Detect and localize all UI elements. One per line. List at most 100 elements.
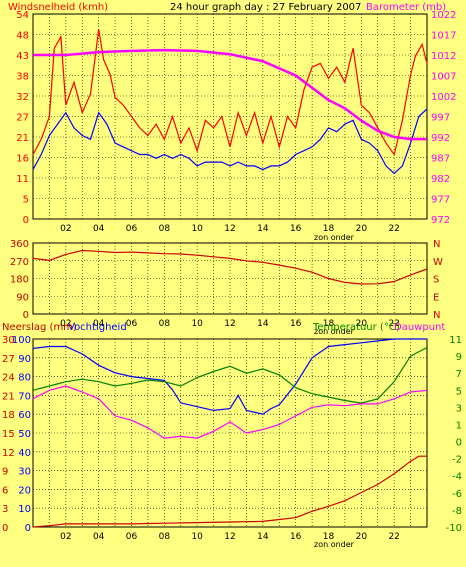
wind-y-tick-label: 32 bbox=[16, 92, 29, 103]
precip-y-tick-label: 18 bbox=[2, 410, 15, 421]
direction-series-group bbox=[32, 249, 428, 285]
humidity-y-tick-label: 20 bbox=[18, 485, 31, 496]
direction-y-tick-label: 0 bbox=[23, 310, 29, 321]
x-tick-label: 10 bbox=[191, 532, 203, 542]
x-tick-label: 08 bbox=[159, 532, 171, 542]
temperature-y-tick-label: -6 bbox=[452, 489, 462, 500]
compass-label: S bbox=[433, 275, 439, 286]
wind-y-tick-label: 11 bbox=[16, 174, 29, 185]
x-tick-label: 04 bbox=[93, 319, 105, 329]
wind-y-tick-label: 54 bbox=[16, 10, 29, 21]
barometer-y-tick-label: 1007 bbox=[431, 72, 456, 83]
wind-direction-line bbox=[32, 249, 428, 285]
humidity-y-tick-label: 90 bbox=[18, 354, 31, 365]
temperature-line bbox=[32, 346, 428, 404]
x-tick-label: 10 bbox=[191, 224, 203, 234]
wind-y-tick-label: 38 bbox=[16, 72, 29, 83]
x-tick-label: 08 bbox=[159, 319, 171, 329]
humidity-y-tick-label: 50 bbox=[18, 429, 31, 440]
x-tick-label: 06 bbox=[126, 532, 138, 542]
humidity-y-tick-label: 30 bbox=[18, 467, 31, 478]
humidity-y-tick-label: 100 bbox=[12, 335, 31, 346]
precip-y-tick-label: 0 bbox=[2, 523, 8, 534]
dewpoint-line bbox=[32, 385, 428, 439]
x-tick-label: 12 bbox=[224, 224, 235, 234]
barometer-y-tick-label: 992 bbox=[431, 133, 450, 144]
precip-y-tick-label: 15 bbox=[2, 429, 15, 440]
direction-y-tick-label: 270 bbox=[10, 257, 29, 268]
wind-gust-line bbox=[32, 29, 428, 156]
x-tick-label: 04 bbox=[93, 532, 105, 542]
precip-y-tick-label: 3 bbox=[2, 504, 8, 515]
temperature-axis-label: Temperatuur (°C) bbox=[312, 322, 400, 333]
temperature-y-tick-label: -2 bbox=[452, 455, 462, 466]
direction-panel-frame bbox=[32, 242, 428, 315]
compass-label: N bbox=[433, 310, 440, 321]
precipitation-line bbox=[32, 455, 427, 528]
temperature-y-tick-label: -8 bbox=[452, 506, 462, 517]
barometer-y-tick-label: 987 bbox=[431, 154, 450, 165]
x-tick-label: 12 bbox=[224, 532, 235, 542]
precip-y-tick-label: 9 bbox=[2, 467, 8, 478]
atmos-x-note: zon onder bbox=[314, 540, 355, 549]
x-tick-label: 04 bbox=[93, 224, 105, 234]
wind-axis-label: Windsnelheid (kmh) bbox=[8, 2, 108, 13]
humidity-y-tick-label: 60 bbox=[18, 410, 31, 421]
atmos-tick-labels: 0369121518212427300102030405060708090100… bbox=[2, 335, 462, 542]
humidity-line bbox=[32, 338, 427, 415]
compass-label: N bbox=[433, 239, 440, 250]
humidity-y-tick-label: 0 bbox=[25, 523, 31, 534]
x-tick-label: 20 bbox=[356, 319, 368, 329]
x-tick-label: 08 bbox=[159, 224, 171, 234]
precip-y-tick-label: 12 bbox=[2, 448, 15, 459]
humidity-axis-label: Vochtigheid bbox=[68, 322, 127, 333]
barometer-line bbox=[33, 48, 427, 141]
x-tick-label: 20 bbox=[356, 224, 368, 234]
x-tick-label: 16 bbox=[290, 224, 302, 234]
direction-y-tick-label: 360 bbox=[10, 239, 29, 250]
x-tick-label: 18 bbox=[323, 224, 335, 234]
humidity-y-tick-label: 70 bbox=[18, 391, 31, 402]
x-tick-label: 02 bbox=[60, 532, 71, 542]
chart-title: 24 hour graph day : 27 February 2007 bbox=[170, 2, 361, 13]
x-tick-label: 14 bbox=[257, 532, 269, 542]
precip-y-tick-label: 24 bbox=[2, 373, 15, 384]
wind-y-tick-label: 43 bbox=[16, 51, 29, 62]
wind-x-note: zon onder bbox=[314, 233, 355, 242]
x-tick-label: 18 bbox=[323, 319, 335, 329]
barometer-y-tick-label: 972 bbox=[431, 215, 450, 226]
temperature-y-tick-label: 3 bbox=[456, 403, 462, 414]
direction-y-tick-label: 180 bbox=[10, 275, 29, 286]
barometer-y-tick-label: 977 bbox=[431, 195, 450, 206]
barometer-y-tick-label: 982 bbox=[431, 174, 450, 185]
x-tick-label: 02 bbox=[60, 224, 71, 234]
x-tick-label: 06 bbox=[126, 319, 138, 329]
dewpoint-axis-label: Dauwpunt bbox=[394, 322, 445, 333]
temperature-y-tick-label: 1 bbox=[456, 420, 462, 431]
x-tick-label: 02 bbox=[60, 319, 71, 329]
barometer-y-tick-label: 997 bbox=[431, 113, 450, 124]
temperature-y-tick-label: 5 bbox=[456, 386, 462, 397]
humidity-y-tick-label: 10 bbox=[18, 504, 31, 515]
precip-y-tick-label: 27 bbox=[2, 354, 15, 365]
x-tick-label: 22 bbox=[388, 224, 399, 234]
wind-tick-labels: 0 5 11 16 21 27 32 38 43 48 54 972 977 982 987 992 997 10… bbox=[16, 10, 456, 234]
x-tick-label: 18 bbox=[323, 532, 335, 542]
precip-y-tick-label: 21 bbox=[2, 391, 15, 402]
humidity-y-tick-label: 80 bbox=[18, 373, 31, 384]
wind-y-tick-label: 48 bbox=[16, 31, 29, 42]
precip-y-tick-label: 30 bbox=[2, 335, 15, 346]
temperature-y-tick-label: 9 bbox=[456, 352, 462, 363]
x-tick-label: 22 bbox=[388, 319, 399, 329]
x-tick-label: 14 bbox=[257, 319, 269, 329]
barometer-y-tick-label: 1022 bbox=[431, 10, 456, 21]
x-tick-label: 16 bbox=[290, 532, 302, 542]
wind-y-tick-label: 16 bbox=[16, 154, 29, 165]
precip-axis-label: Neerslag (mm) bbox=[2, 322, 77, 333]
x-tick-label: 12 bbox=[224, 319, 235, 329]
compass-label: W bbox=[433, 257, 443, 268]
temperature-y-tick-label: 0 bbox=[456, 438, 462, 449]
